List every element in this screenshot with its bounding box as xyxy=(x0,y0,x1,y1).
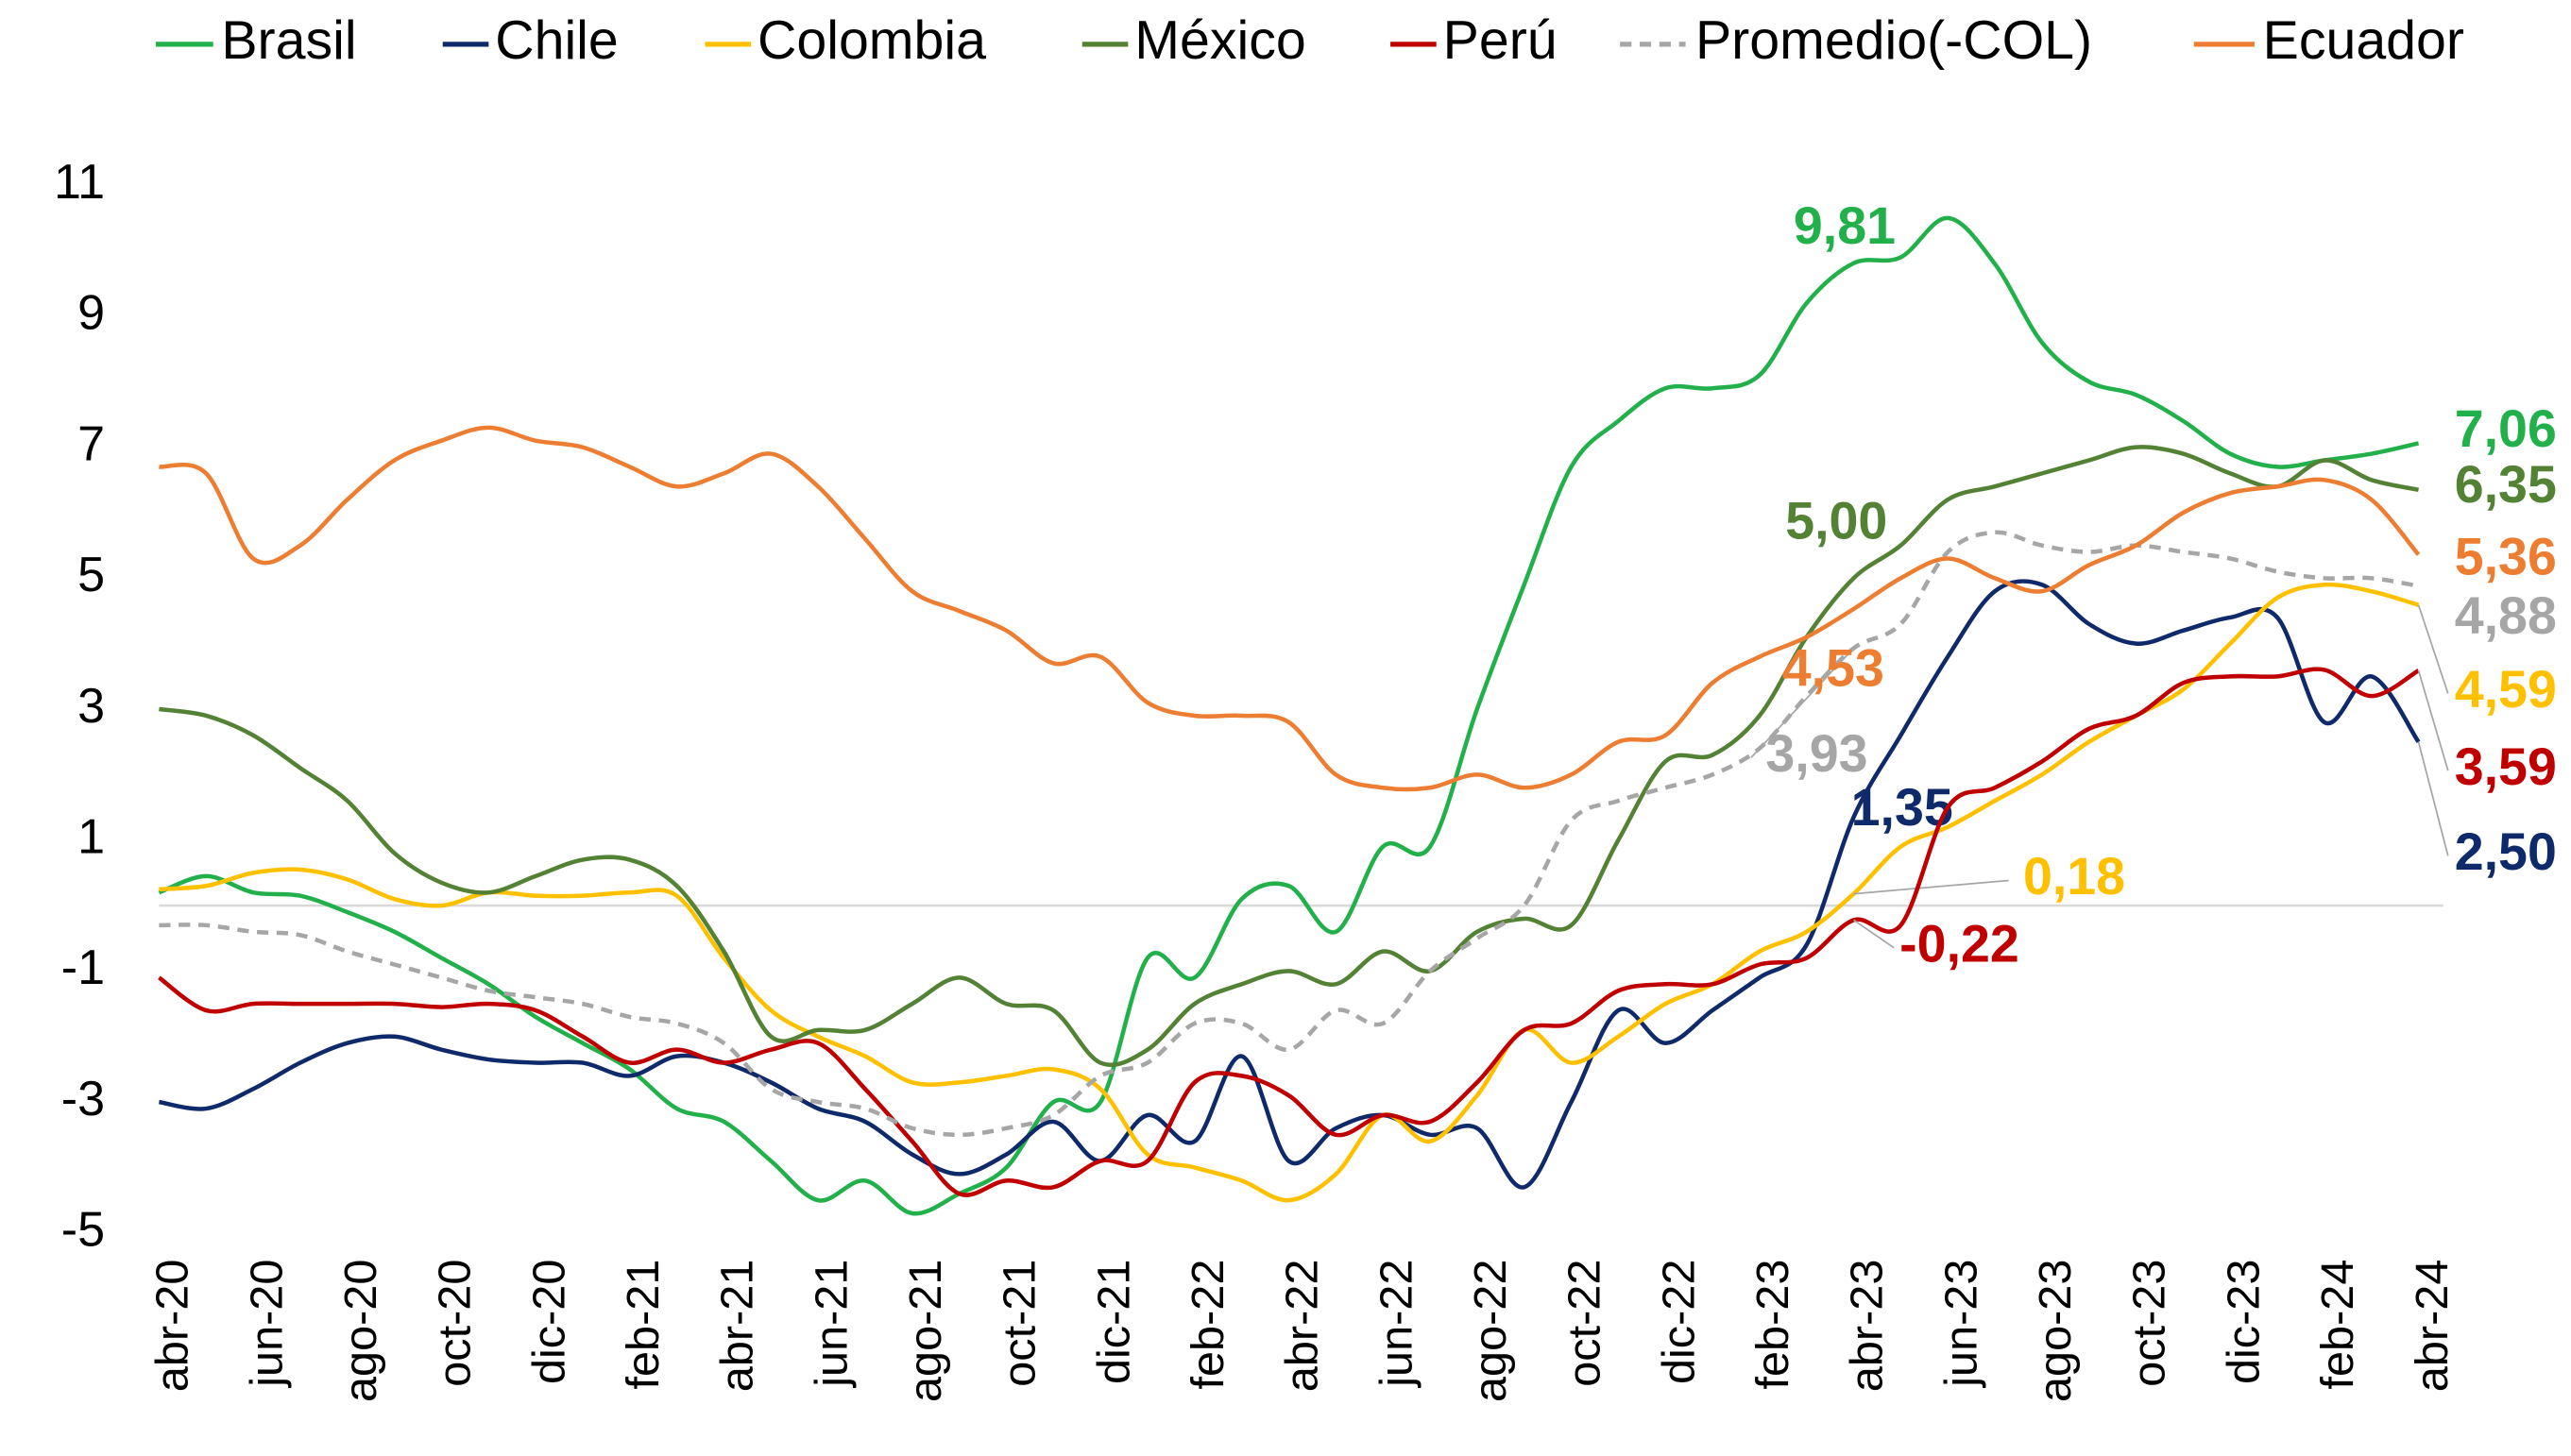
legend-label: Brasil xyxy=(221,10,356,71)
data-label: 4,88 xyxy=(2455,586,2557,645)
x-tick-label: dic-20 xyxy=(523,1260,574,1384)
series-line xyxy=(159,445,2420,1067)
legend-label: Chile xyxy=(495,10,619,71)
y-tick-label: 3 xyxy=(77,679,105,734)
x-tick-label: oct-20 xyxy=(430,1260,481,1387)
x-tick-label: ago-21 xyxy=(900,1260,951,1402)
y-tick-label: 5 xyxy=(77,548,105,602)
x-tick-label: ago-20 xyxy=(335,1260,386,1402)
y-tick-label: 11 xyxy=(54,155,105,210)
x-tick-label: abr-20 xyxy=(147,1260,198,1393)
label-leader xyxy=(2417,604,2449,694)
x-tick-label: jun-22 xyxy=(1371,1260,1422,1389)
x-tick-label: jun-23 xyxy=(1935,1260,1986,1389)
data-label: 0,18 xyxy=(2023,847,2125,906)
x-tick-label: abr-22 xyxy=(1277,1260,1328,1393)
y-tick-label: 1 xyxy=(77,809,105,864)
x-tick-label: feb-22 xyxy=(1183,1260,1234,1390)
data-label: 7,06 xyxy=(2455,399,2557,458)
data-label: 5,36 xyxy=(2455,528,2557,586)
y-tick-label: 9 xyxy=(77,286,105,341)
x-tick-label: oct-23 xyxy=(2124,1260,2175,1387)
x-tick-label: abr-23 xyxy=(1842,1260,1893,1393)
label-leader xyxy=(1853,879,2009,895)
legend-label: México xyxy=(1134,10,1305,71)
data-label: 9,81 xyxy=(1794,196,1896,255)
x-tick-label: ago-22 xyxy=(1465,1260,1516,1402)
y-tick-label: 7 xyxy=(77,416,105,471)
x-tick-label: abr-24 xyxy=(2407,1260,2458,1393)
legend-label: Promedio(-COL) xyxy=(1695,10,2092,71)
series-line xyxy=(159,582,2420,1203)
data-label: 4,53 xyxy=(1782,639,1884,698)
series-line xyxy=(158,215,2420,1216)
x-tick-label: abr-21 xyxy=(712,1260,763,1393)
x-tick-label: dic-23 xyxy=(2218,1260,2269,1384)
data-label: 3,59 xyxy=(2455,737,2557,796)
series-line xyxy=(158,667,2420,1197)
x-tick-label: dic-22 xyxy=(1653,1260,1704,1384)
label-leader xyxy=(2417,741,2449,856)
data-label: 4,59 xyxy=(2455,660,2557,719)
x-tick-label: oct-22 xyxy=(1559,1260,1610,1387)
data-label: 5,00 xyxy=(1785,491,1887,550)
legend-label: Colombia xyxy=(758,10,986,71)
y-tick-label: -3 xyxy=(61,1072,105,1126)
series-line xyxy=(159,530,2419,1138)
x-tick-label: jun-21 xyxy=(806,1260,857,1389)
series-line xyxy=(159,425,2421,792)
label-leader xyxy=(1750,647,1855,758)
data-label: 2,50 xyxy=(2455,822,2557,881)
data-label: -0,22 xyxy=(1899,914,2019,973)
y-tick-label: -1 xyxy=(61,940,105,995)
legend-label: Perú xyxy=(1443,10,1558,71)
legend-label: Ecuador xyxy=(2263,10,2464,71)
y-tick-label: -5 xyxy=(61,1203,105,1258)
x-tick-label: ago-23 xyxy=(2030,1260,2081,1402)
data-label: 6,35 xyxy=(2455,455,2557,514)
x-tick-label: feb-21 xyxy=(618,1260,669,1390)
label-leader xyxy=(1853,919,1895,949)
x-tick-label: oct-21 xyxy=(995,1260,1046,1387)
x-tick-label: feb-23 xyxy=(1747,1260,1798,1390)
x-tick-label: feb-24 xyxy=(2312,1260,2363,1390)
label-leader xyxy=(2417,669,2449,771)
data-label: 3,93 xyxy=(1765,724,1867,783)
x-tick-label: dic-21 xyxy=(1088,1260,1139,1384)
x-tick-label: jun-20 xyxy=(241,1260,292,1389)
